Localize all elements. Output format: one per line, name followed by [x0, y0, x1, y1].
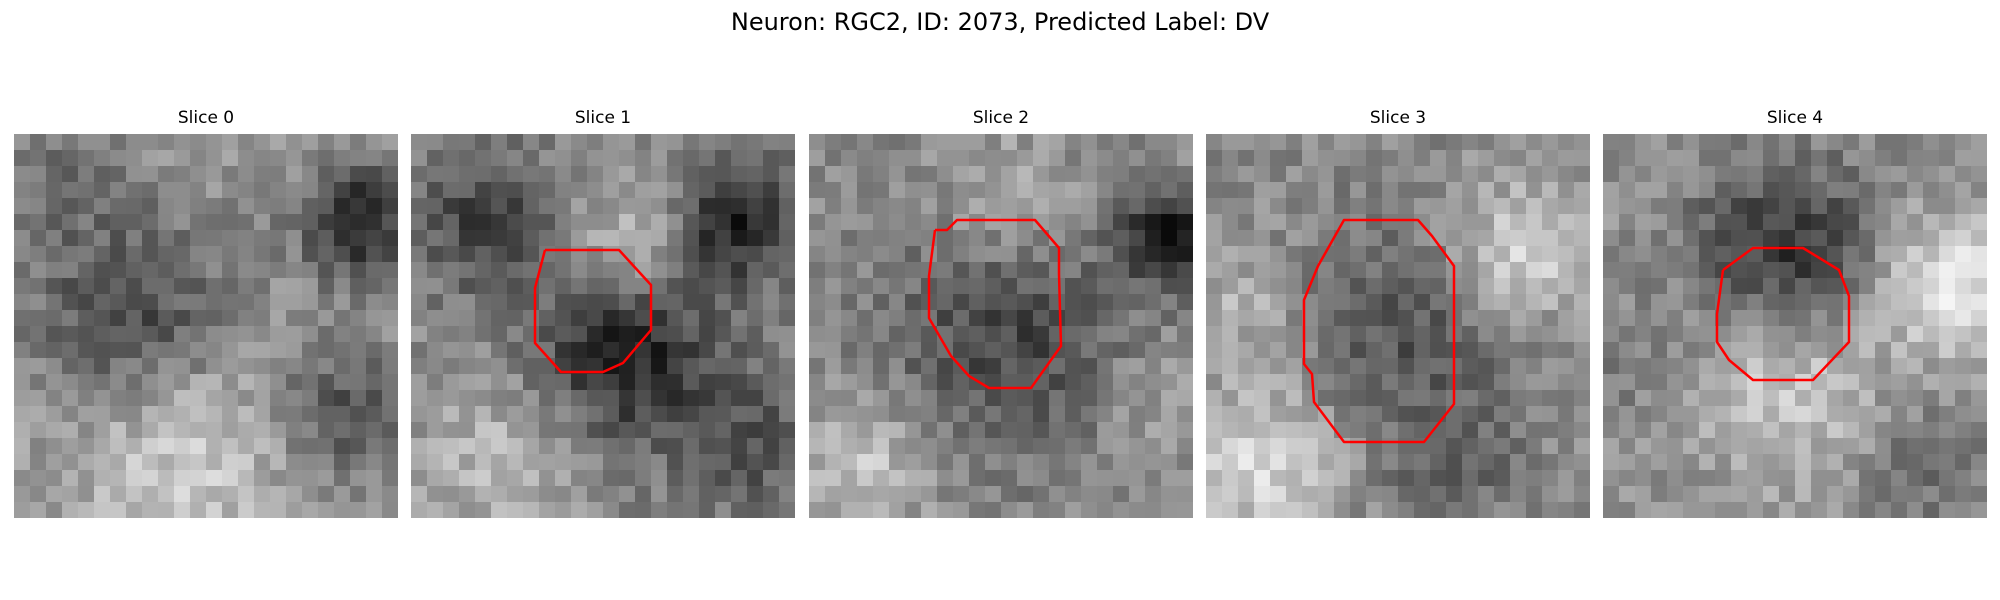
slice-panel-0: Slice 0 — [14, 108, 398, 518]
slice-title-4: Slice 4 — [1766, 108, 1824, 128]
slice-panel-2: Slice 2 — [809, 108, 1193, 518]
roi-outline — [533, 248, 653, 374]
slice-title-3: Slice 3 — [1369, 108, 1427, 128]
pixel-grid — [14, 134, 398, 518]
pixel-grid — [411, 134, 795, 518]
slice-image-3 — [1206, 134, 1590, 518]
slice-title-1: Slice 1 — [574, 108, 632, 128]
slice-image-2 — [809, 134, 1193, 518]
figure-title: Neuron: RGC2, ID: 2073, Predicted Label:… — [730, 8, 1270, 36]
slice-title-0: Slice 0 — [177, 108, 235, 128]
slice-panel-4: Slice 4 — [1603, 108, 1987, 518]
slice-panel-3: Slice 3 — [1206, 108, 1590, 518]
roi-outline — [1715, 246, 1851, 382]
pixel-grid — [809, 134, 1193, 518]
slice-image-1 — [411, 134, 795, 518]
pixel-grid — [1603, 134, 1987, 518]
slice-image-4 — [1603, 134, 1987, 518]
slice-title-2: Slice 2 — [972, 108, 1030, 128]
slice-image-0 — [14, 134, 398, 518]
roi-outline — [927, 218, 1063, 390]
roi-outline — [1302, 218, 1456, 444]
slice-panel-1: Slice 1 — [411, 108, 795, 518]
pixel-grid — [1206, 134, 1590, 518]
